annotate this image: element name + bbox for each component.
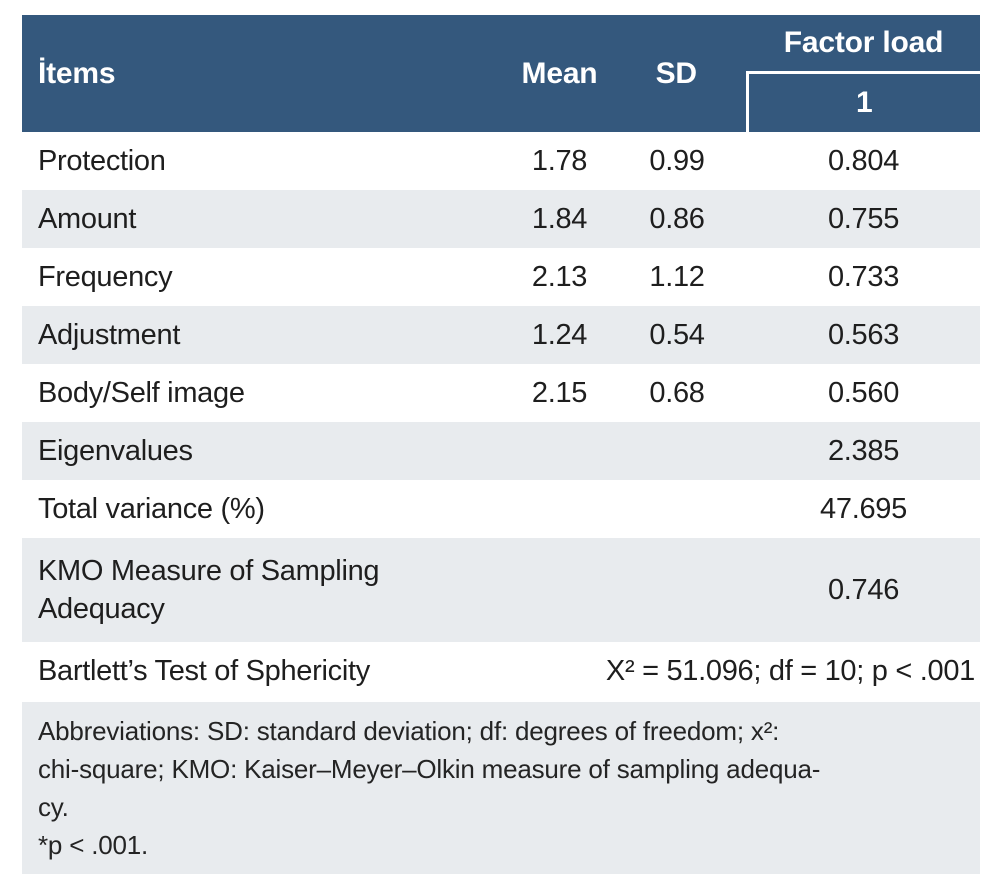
footnote-significance: *p < .001. bbox=[38, 830, 149, 860]
sd-value: 0.68 bbox=[649, 376, 705, 409]
factor-load-value: 0.804 bbox=[827, 144, 900, 177]
factor-load-value: 0.733 bbox=[827, 260, 900, 293]
mean-value: 2.15 bbox=[531, 376, 588, 409]
item-label: Adjustment bbox=[38, 319, 181, 351]
mean-value: 2.13 bbox=[531, 260, 588, 293]
sd-value: 0.86 bbox=[649, 202, 705, 235]
mean-value: 1.84 bbox=[531, 202, 588, 235]
item-label: Protection bbox=[38, 145, 166, 177]
table-row: Amount 1.84 0.86 0.755 bbox=[22, 190, 980, 248]
factor-analysis-table: İtems Mean SD Factor load 1 Protection 1… bbox=[22, 15, 980, 700]
item-label: Body/Self image bbox=[38, 377, 245, 409]
mean-value bbox=[512, 422, 607, 480]
mean-value bbox=[512, 480, 607, 538]
table-row-total-variance: Total variance (%) 47.695 bbox=[22, 480, 980, 538]
mean-value: 1.78 bbox=[531, 144, 588, 177]
factor-load-value: 2.385 bbox=[827, 434, 900, 467]
header-row-2: 1 bbox=[22, 72, 980, 132]
table-row: Adjustment 1.24 0.54 0.563 bbox=[22, 306, 980, 364]
factor-load-value: 0.755 bbox=[827, 202, 900, 235]
item-label: Bartlett’s Test of Sphericity bbox=[38, 655, 370, 687]
header-row-1: İtems Mean SD Factor load bbox=[22, 15, 980, 132]
item-label: KMO Measure of Sampling Adequacy bbox=[38, 555, 380, 625]
column-header-factor-load: Factor load bbox=[747, 15, 980, 74]
table-row-eigenvalues: Eigenvalues 2.385 bbox=[22, 422, 980, 480]
sd-value: 1.12 bbox=[649, 260, 705, 293]
table-body: Protection 1.78 0.99 0.804 Amount 1.84 0… bbox=[22, 132, 980, 700]
column-header-mean: Mean bbox=[512, 15, 607, 132]
table-row: Body/Self image 2.15 0.68 0.560 bbox=[22, 364, 980, 422]
table-row: Protection 1.78 0.99 0.804 bbox=[22, 132, 980, 190]
sd-value: 0.99 bbox=[649, 144, 705, 177]
column-header-sd: SD bbox=[607, 15, 747, 132]
factor-load-value: 47.695 bbox=[820, 492, 907, 525]
mean-value: 1.24 bbox=[531, 318, 588, 351]
table-header: İtems Mean SD Factor load 1 bbox=[22, 15, 980, 132]
column-header-factor-1: 1 bbox=[745, 72, 980, 132]
factor-load-value: 0.560 bbox=[827, 376, 900, 409]
table-row-kmo: KMO Measure of Sampling Adequacy 0.746 bbox=[22, 538, 980, 642]
factor-analysis-table-wrap: İtems Mean SD Factor load 1 Protection 1… bbox=[22, 15, 980, 874]
sd-value: 0.54 bbox=[649, 318, 705, 351]
sd-value bbox=[607, 422, 747, 480]
item-label: Frequency bbox=[38, 261, 173, 293]
item-label: Amount bbox=[38, 203, 137, 235]
footnote-abbreviations: Abbreviations: SD: standard deviation; d… bbox=[38, 716, 821, 822]
table-row-bartlett: Bartlett’s Test of Sphericity X² = 51.09… bbox=[22, 642, 980, 700]
item-label: Total variance (%) bbox=[38, 493, 265, 525]
column-header-items: İtems bbox=[22, 15, 512, 132]
factor-load-value: 0.746 bbox=[827, 573, 900, 606]
sd-value bbox=[607, 480, 747, 538]
factor-load-value: 0.563 bbox=[827, 318, 900, 351]
mean-value bbox=[512, 538, 607, 642]
table-footnote: Abbreviations: SD: standard deviation; d… bbox=[22, 702, 980, 874]
table-row: Frequency 2.13 1.12 0.733 bbox=[22, 248, 980, 306]
bartlett-statistics: X² = 51.096; df = 10; p < .001 bbox=[605, 654, 975, 687]
item-label: Eigenvalues bbox=[38, 435, 193, 467]
sd-value bbox=[607, 538, 747, 642]
